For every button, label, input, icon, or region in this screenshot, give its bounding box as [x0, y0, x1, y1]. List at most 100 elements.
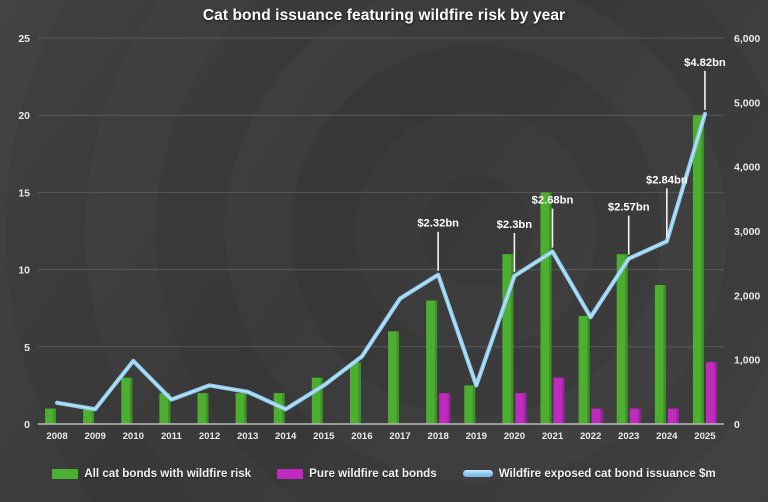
- bar-shade: [206, 393, 209, 424]
- bar-all-cat-bonds[interactable]: [311, 377, 323, 424]
- bar-pure-wildfire[interactable]: [705, 362, 717, 424]
- x-axis-tick-2008: 2008: [46, 431, 68, 442]
- bar-shade: [562, 377, 565, 424]
- y-axis-right-tick: 0: [734, 419, 740, 431]
- data-label: $2.84bn: [646, 174, 688, 186]
- legend-swatch-magenta: [277, 468, 304, 479]
- x-axis-tick-2013: 2013: [237, 431, 258, 442]
- x-axis-tick-labels: 2008 2009 2010 2011 2012 2013 2014 2015 2016 2017…: [46, 431, 716, 442]
- data-labels-group: $2.32bn $2.3bn $2.68bn $2.57bn $2.84bn $4.82b…: [417, 57, 726, 231]
- bar-all-cat-bonds[interactable]: [464, 385, 476, 424]
- bar-shade: [129, 377, 133, 424]
- bar-shade: [663, 285, 666, 424]
- gridlines-group: [38, 37, 724, 348]
- bar-pure-wildfire[interactable]: [667, 408, 679, 424]
- bar-shade: [167, 393, 171, 424]
- data-label-leaders: [437, 70, 706, 273]
- legend-label-pure-wildfire: Pure wildfire cat bonds: [309, 467, 437, 480]
- x-axis-tick-2009: 2009: [84, 431, 105, 442]
- y-axis-left-tick: 25: [18, 33, 30, 45]
- bar-pure-wildfire[interactable]: [629, 408, 641, 424]
- y-axis-left-tick: 20: [18, 110, 30, 122]
- bar-all-cat-bonds[interactable]: [540, 192, 552, 424]
- bar-pure-wildfire[interactable]: [553, 377, 565, 424]
- y-axis-right-tick: 2,000: [734, 290, 760, 302]
- bar-shade: [676, 408, 679, 424]
- bar-shade: [53, 408, 57, 424]
- data-label: $2.32bn: [417, 218, 459, 230]
- y-axis-left-tick: 5: [24, 342, 30, 354]
- y-axis-right-tick: 5,000: [734, 97, 760, 109]
- x-axis-tick-2017: 2017: [389, 431, 410, 442]
- data-label: $2.3bn: [497, 219, 533, 231]
- bar-all-cat-bonds[interactable]: [388, 331, 400, 424]
- chart-legend: All cat bonds with wildfire risk Pure wi…: [0, 467, 768, 480]
- bar-all-cat-bonds[interactable]: [159, 393, 171, 424]
- x-axis-tick-2024: 2024: [656, 431, 678, 442]
- bar-shade: [714, 362, 717, 424]
- bar-pure-wildfire[interactable]: [591, 408, 603, 424]
- x-axis-tick-2023: 2023: [618, 431, 639, 442]
- bar-all-cat-bonds[interactable]: [83, 408, 95, 424]
- legend-item-wildfire-exposed-issuance[interactable]: Wildfire exposed cat bond issuance $m: [462, 467, 716, 480]
- y-axis-left-tick: 0: [24, 419, 30, 431]
- bar-all-cat-bonds[interactable]: [349, 362, 361, 424]
- line-path-wildfire-exposed[interactable]: [54, 111, 708, 412]
- bar-all-cat-bonds[interactable]: [273, 393, 285, 424]
- data-label: $4.82bn: [684, 57, 726, 69]
- y-axis-left-tick: 15: [18, 187, 30, 199]
- x-axis-tick-2018: 2018: [427, 431, 449, 442]
- legend-item-pure-wildfire[interactable]: Pure wildfire cat bonds: [277, 467, 437, 480]
- legend-swatch-green: [52, 468, 79, 479]
- bar-pure-wildfire[interactable]: [439, 393, 451, 424]
- y-axis-right-tick: 1,000: [734, 355, 760, 367]
- legend-swatch-blue-line: [462, 470, 493, 477]
- x-axis-tick-2020: 2020: [504, 431, 525, 442]
- bar-all-cat-bonds[interactable]: [654, 285, 666, 424]
- bar-all-cat-bonds[interactable]: [692, 115, 704, 424]
- line-highlight: [56, 113, 706, 410]
- x-axis-tick-2025: 2025: [694, 431, 716, 442]
- x-axis-tick-2015: 2015: [313, 431, 335, 442]
- x-axis-tick-2016: 2016: [351, 431, 372, 442]
- bar-all-cat-bonds[interactable]: [502, 254, 514, 424]
- bar-all-cat-bonds[interactable]: [197, 393, 209, 424]
- bar-shade: [701, 115, 704, 424]
- y-axis-right-tick: 3,000: [734, 226, 760, 238]
- x-axis-tick-2011: 2011: [161, 431, 182, 442]
- bar-all-cat-bonds[interactable]: [235, 393, 247, 424]
- y-axis-left-tick: 10: [18, 265, 30, 277]
- bar-shade: [638, 408, 641, 424]
- x-axis-tick-2022: 2022: [580, 431, 601, 442]
- data-label: $2.68bn: [532, 195, 574, 207]
- bar-shade: [358, 362, 361, 424]
- chart-title: Cat bond issuance featuring wildfire ris…: [202, 7, 566, 24]
- bar-shade: [549, 192, 552, 424]
- data-label: $2.57bn: [608, 202, 650, 214]
- x-axis-tick-2012: 2012: [199, 431, 220, 442]
- x-axis-tick-2014: 2014: [275, 431, 297, 442]
- bar-all-cat-bonds[interactable]: [426, 300, 438, 424]
- bar-all-cat-bonds[interactable]: [121, 377, 133, 424]
- bar-pure-wildfire[interactable]: [515, 393, 527, 424]
- bar-all-cat-bonds[interactable]: [616, 254, 628, 424]
- x-axis-tick-2010: 2010: [123, 431, 144, 442]
- bar-series-all-cat-bonds: [45, 115, 704, 424]
- x-axis-tick-2019: 2019: [466, 431, 487, 442]
- bar-all-cat-bonds[interactable]: [578, 315, 590, 424]
- bar-shade: [320, 377, 323, 424]
- y-axis-right-tick: 6,000: [734, 33, 760, 45]
- bar-all-cat-bonds[interactable]: [45, 408, 57, 424]
- y-axis-right-tick: 4,000: [734, 162, 760, 174]
- bar-shade: [587, 315, 590, 424]
- legend-label-all-cat-bonds: All cat bonds with wildfire risk: [84, 467, 252, 480]
- bar-shade: [625, 254, 628, 424]
- bar-shade: [434, 300, 438, 424]
- legend-label-wildfire-exposed-issuance: Wildfire exposed cat bond issuance $m: [498, 467, 716, 480]
- bar-shade: [447, 393, 451, 424]
- x-axis-tick-2021: 2021: [542, 431, 564, 442]
- y-axis-left-labels: 0 5 10 15 20 25: [18, 33, 30, 431]
- legend-item-all-cat-bonds[interactable]: All cat bonds with wildfire risk: [52, 467, 251, 480]
